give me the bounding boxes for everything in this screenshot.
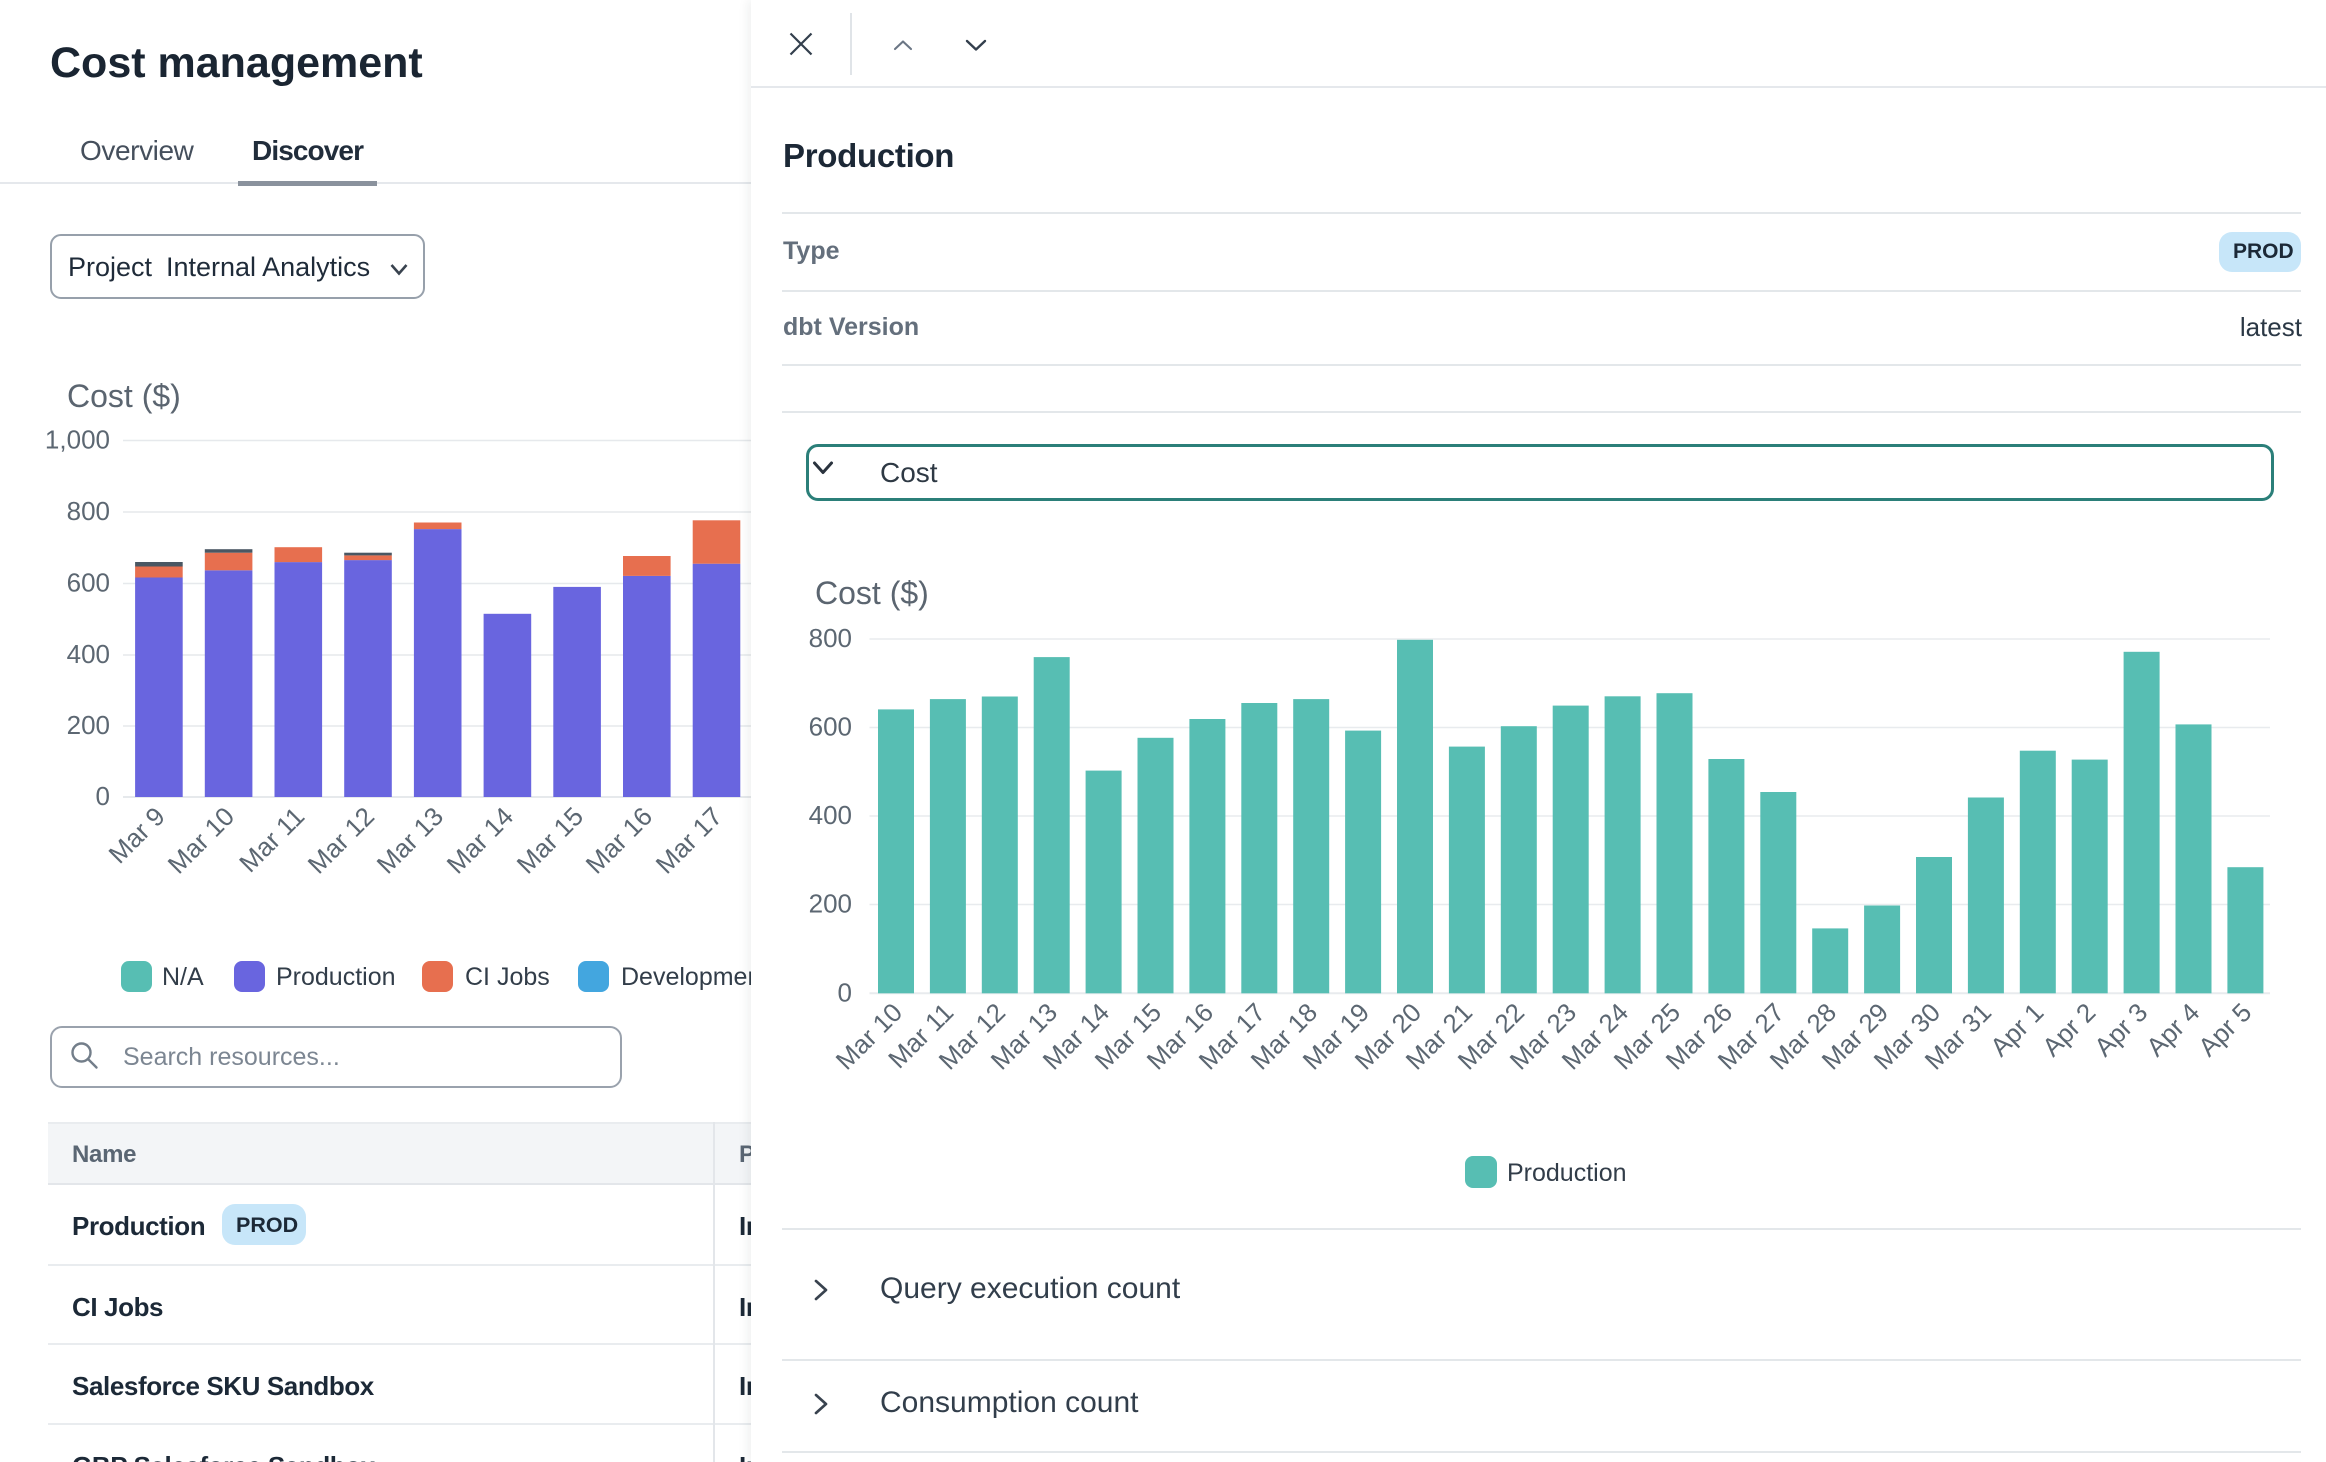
svg-text:600: 600 [809,712,852,742]
svg-text:200: 200 [67,710,110,740]
svg-text:400: 400 [67,639,110,669]
svg-text:0: 0 [96,781,110,811]
svg-text:200: 200 [809,889,852,919]
svg-text:800: 800 [67,496,110,526]
svg-text:800: 800 [809,623,852,653]
svg-text:1,000: 1,000 [45,425,110,455]
svg-text:0: 0 [838,977,852,1007]
svg-text:600: 600 [67,568,110,598]
svg-text:400: 400 [809,800,852,830]
